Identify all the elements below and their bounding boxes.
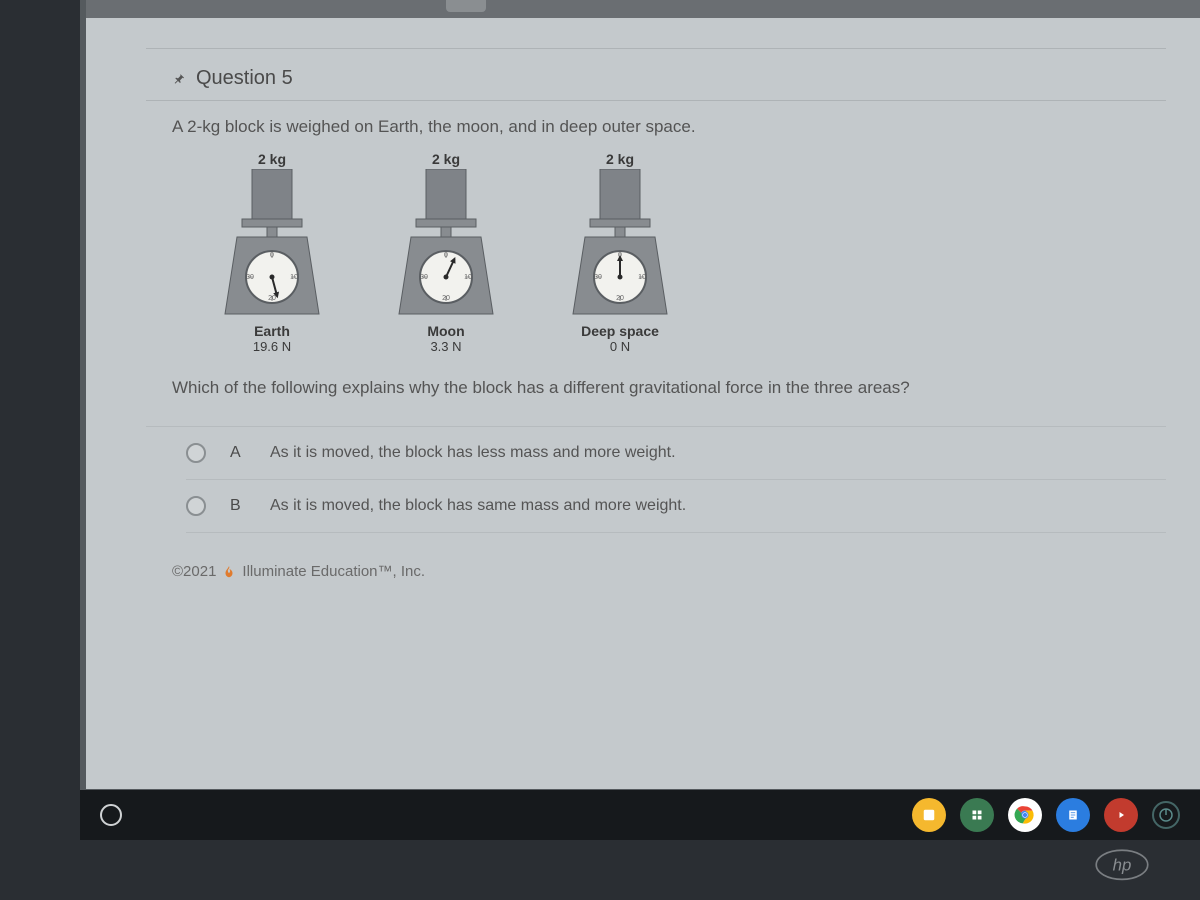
shelf-app-sheets-icon[interactable] — [960, 798, 994, 832]
weight-label: 3.3 N — [430, 339, 461, 354]
browser-viewport: Question 5 A 2-kg block is weighed on Ea… — [80, 0, 1200, 795]
svg-text:hp: hp — [1113, 855, 1132, 874]
mass-label: 2 kg — [258, 151, 286, 167]
mass-label: 2 kg — [432, 151, 460, 167]
browser-tab-strip — [86, 0, 1200, 18]
answer-choices: A As it is moved, the block has less mas… — [146, 426, 1166, 533]
location-label: Moon — [427, 323, 464, 339]
shelf-power-icon[interactable] — [1152, 801, 1180, 829]
mass-label: 2 kg — [606, 151, 634, 167]
scale-column: 2 kg 0 10 20 30 Moon 3.3 — [386, 151, 506, 354]
shelf-app-chrome-icon[interactable] — [1008, 798, 1042, 832]
launcher-button[interactable] — [100, 804, 122, 826]
weight-label: 0 N — [610, 339, 630, 354]
question-sub-prompt: Which of the following explains why the … — [172, 378, 1140, 398]
question-stem: A 2-kg block is weighed on Earth, the mo… — [172, 117, 1140, 137]
choice-letter: B — [230, 497, 246, 515]
answer-choice-row[interactable]: A As it is moved, the block has less mas… — [186, 427, 1166, 480]
company-name: Illuminate Education™, Inc. — [242, 563, 425, 580]
pin-icon — [172, 71, 188, 87]
page-footer: ©2021 Illuminate Education™, Inc. — [146, 533, 1166, 580]
shelf-app-youtube-icon[interactable] — [1104, 798, 1138, 832]
location-label: Earth — [254, 323, 290, 339]
scale-column: 2 kg 0 10 20 30 Deep space — [560, 151, 680, 354]
question-card: Question 5 A 2-kg block is weighed on Ea… — [146, 48, 1166, 580]
scales-figure: 2 kg 0 10 20 30 Earth 19. — [172, 151, 1140, 354]
chromeos-shelf — [80, 790, 1200, 840]
weight-label: 19.6 N — [253, 339, 291, 354]
shelf-app-files-icon[interactable] — [912, 798, 946, 832]
choice-letter: A — [230, 444, 246, 462]
location-label: Deep space — [581, 323, 659, 339]
radio-button[interactable] — [186, 496, 206, 516]
question-number: Question 5 — [196, 67, 293, 90]
hp-logo-icon: hp — [1094, 848, 1150, 888]
shelf-app-docs-icon[interactable] — [1056, 798, 1090, 832]
company-logo-icon — [222, 565, 236, 579]
question-body: A 2-kg block is weighed on Earth, the mo… — [146, 101, 1166, 426]
question-header: Question 5 — [146, 49, 1166, 101]
choice-text: As it is moved, the block has less mass … — [270, 444, 676, 462]
scale-column: 2 kg 0 10 20 30 Earth 19. — [212, 151, 332, 354]
answer-choice-row[interactable]: B As it is moved, the block has same mas… — [186, 480, 1166, 533]
tab-handle-icon — [446, 0, 486, 12]
radio-button[interactable] — [186, 443, 206, 463]
page-content: Question 5 A 2-kg block is weighed on Ea… — [86, 18, 1200, 789]
copyright-year: ©2021 — [172, 563, 216, 580]
choice-text: As it is moved, the block has same mass … — [270, 497, 686, 515]
